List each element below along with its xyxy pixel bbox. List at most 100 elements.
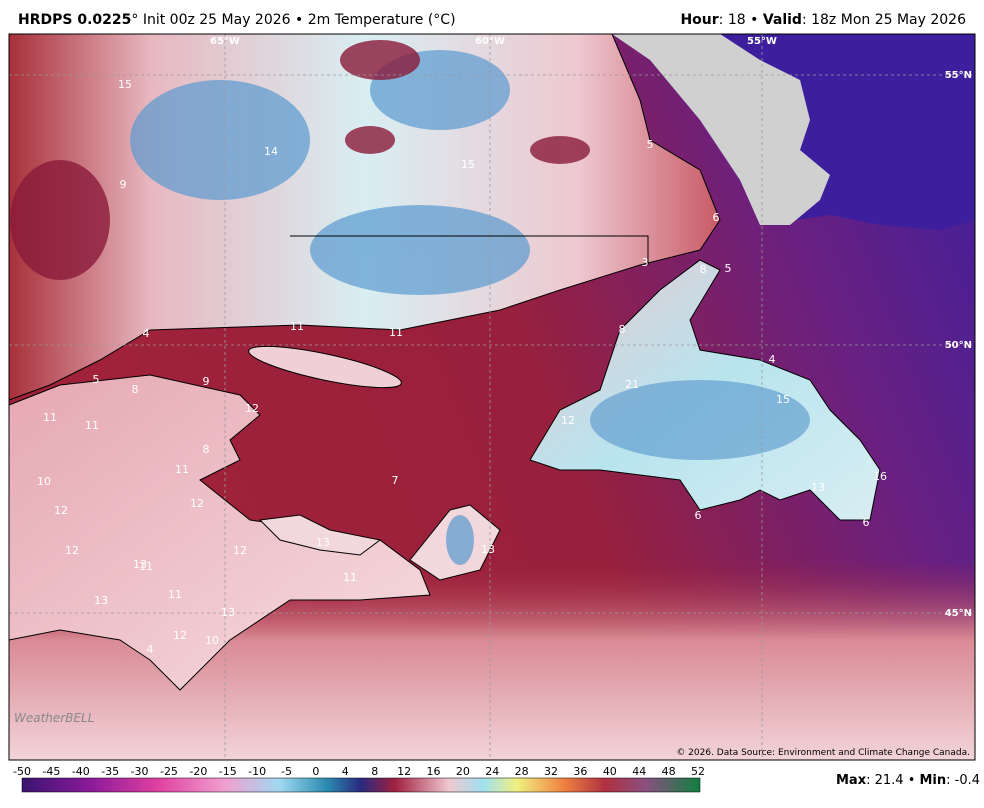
colorbar-tick-label: -10 bbox=[248, 765, 266, 778]
min-label: Min bbox=[920, 773, 947, 788]
contour-label: 13 bbox=[811, 481, 825, 494]
colorbar-tick-label: -5 bbox=[281, 765, 292, 778]
contour-label: 12 bbox=[65, 544, 79, 557]
colorbar-tick-label: -40 bbox=[72, 765, 90, 778]
ice bbox=[612, 34, 830, 225]
contour-label: 11 bbox=[43, 411, 57, 424]
map-frame bbox=[8, 33, 976, 761]
contour-label: 10 bbox=[37, 475, 51, 488]
min-value: : -0.4 bbox=[946, 773, 980, 788]
header-left: HRDPS 0.0225° Init 00z 25 May 2026 • 2m … bbox=[18, 12, 456, 28]
anticosti bbox=[248, 345, 402, 389]
colorbar-tick-label: 44 bbox=[632, 765, 646, 778]
colorbar-tick-label: 28 bbox=[515, 765, 529, 778]
warm-patches bbox=[10, 40, 590, 280]
contour-label: 5 bbox=[725, 262, 732, 275]
colorbar-tick-label: -20 bbox=[189, 765, 207, 778]
contour-label: 15 bbox=[118, 78, 132, 91]
contour-label: 6 bbox=[695, 509, 702, 522]
colorbar-tick-label: 16 bbox=[426, 765, 440, 778]
contour-label: 8 bbox=[203, 443, 210, 456]
contour-label: 12 bbox=[190, 497, 204, 510]
contour-label: 7 bbox=[392, 474, 399, 487]
copyright: © 2026. Data Source: Environment and Cli… bbox=[676, 748, 970, 758]
contour-label: 13 bbox=[481, 543, 495, 556]
contour-label: 3 bbox=[642, 256, 649, 269]
contour-label: 11 bbox=[389, 326, 403, 339]
max-value: : 21.4 • bbox=[866, 773, 919, 788]
colorbar-tick-label: 12 bbox=[397, 765, 411, 778]
colorbar-tick-label: -50 bbox=[13, 765, 31, 778]
colorbar-tick-label: 0 bbox=[312, 765, 319, 778]
logo: WeatherBELL bbox=[14, 711, 94, 725]
nfl-interior bbox=[590, 380, 810, 460]
contour-label: 9 bbox=[203, 375, 210, 388]
colorbar-tick-label: -15 bbox=[219, 765, 237, 778]
contour-label: 13 bbox=[316, 536, 330, 549]
footer: Max: 21.4 • Min: -0.4 bbox=[836, 773, 980, 788]
colorbar bbox=[21, 777, 701, 793]
lon-label: 65°W bbox=[210, 36, 240, 47]
colorbar-tick-label: 48 bbox=[662, 765, 676, 778]
contour-label: 11 bbox=[85, 419, 99, 432]
colorbar-tick-label: 32 bbox=[544, 765, 558, 778]
pei bbox=[258, 514, 382, 556]
border bbox=[290, 235, 649, 265]
cold-interior bbox=[130, 50, 530, 295]
colorbar-tick-label: -45 bbox=[42, 765, 60, 778]
contour-label: 12 bbox=[54, 504, 68, 517]
contour-label: 10 bbox=[205, 634, 219, 647]
contour-label: 16 bbox=[873, 470, 887, 483]
contour-label: 8 bbox=[700, 263, 707, 276]
contour-label: 12 bbox=[233, 544, 247, 557]
colorbar-tick-label: 52 bbox=[691, 765, 705, 778]
colorbar-tick-label: 36 bbox=[573, 765, 587, 778]
contour-label: 15 bbox=[461, 158, 475, 171]
contour-label: 4 bbox=[143, 327, 150, 340]
contour-label: 12 bbox=[245, 402, 259, 415]
hour-label: Hour bbox=[680, 12, 719, 28]
contour-label: 12 bbox=[561, 414, 575, 427]
contour-label: 9 bbox=[120, 178, 127, 191]
valid-value: : 18z Mon 25 May 2026 bbox=[801, 12, 966, 28]
colorbar-tick-label: -30 bbox=[131, 765, 149, 778]
contour-label: 6 bbox=[863, 516, 870, 529]
contour-label: 5 bbox=[93, 373, 100, 386]
lat-label: 55°N bbox=[945, 70, 972, 81]
lon-label: 55°W bbox=[747, 36, 777, 47]
lat-label: 45°N bbox=[945, 608, 972, 619]
max-label: Max bbox=[836, 773, 867, 788]
graticule bbox=[9, 34, 975, 760]
contour-label: 11 bbox=[139, 560, 153, 573]
contour-label: 12 bbox=[173, 629, 187, 642]
lon-label: 60°W bbox=[475, 36, 505, 47]
colorbar-tick-label: -35 bbox=[101, 765, 119, 778]
hour-value: : 18 • bbox=[718, 12, 763, 28]
contour-label: 13 bbox=[221, 606, 235, 619]
run-info: ° Init 00z 25 May 2026 • 2m Temperature … bbox=[131, 12, 456, 28]
contour-label: 11 bbox=[290, 320, 304, 333]
lat-label: 50°N bbox=[945, 340, 972, 351]
contour-label: 5 bbox=[647, 138, 654, 151]
model: HRDPS 0.0225 bbox=[18, 12, 132, 28]
colorbar-tick-label: -25 bbox=[160, 765, 178, 778]
contour-label: 14 bbox=[264, 145, 278, 158]
valid-label: Valid bbox=[762, 12, 802, 28]
header-right: Hour: 18 • Valid: 18z Mon 25 May 2026 bbox=[680, 12, 966, 28]
contour-label: 11 bbox=[343, 571, 357, 584]
maritimes bbox=[8, 374, 431, 691]
contour-label: 11 bbox=[175, 463, 189, 476]
contour-label: 4 bbox=[147, 643, 154, 656]
contour-label: 13 bbox=[133, 558, 147, 571]
contour-label: 21 bbox=[625, 378, 639, 391]
colorbar-tick-label: 4 bbox=[342, 765, 349, 778]
contour-label: 13 bbox=[94, 594, 108, 607]
colorbar-tick-label: 20 bbox=[456, 765, 470, 778]
contour-label: 4 bbox=[769, 353, 776, 366]
colorbar-tick-label: 24 bbox=[485, 765, 499, 778]
colorbar-tick-label: 40 bbox=[603, 765, 617, 778]
contour-label: 6 bbox=[713, 211, 720, 224]
contour-label: 11 bbox=[168, 588, 182, 601]
